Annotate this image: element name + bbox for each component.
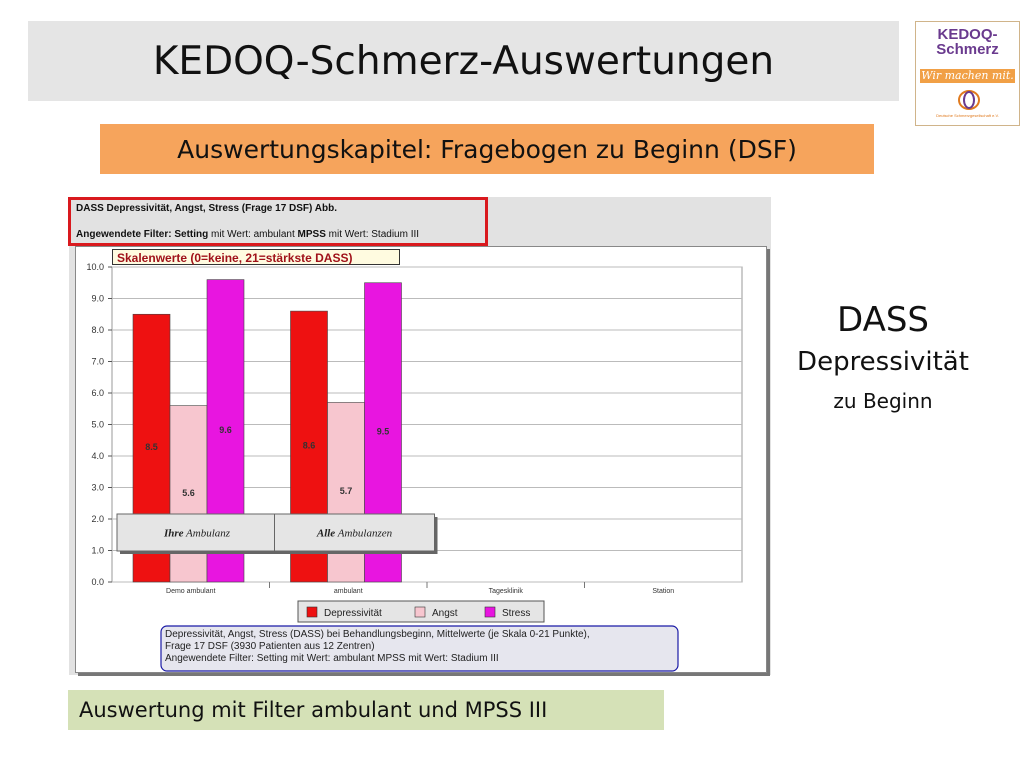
x-tick-label: Tagesklinik (489, 588, 524, 595)
annotation-rest: Ambulanz (184, 528, 231, 540)
chapter-banner: Auswertungskapitel: Fragebogen zu Beginn… (100, 124, 874, 174)
legend-swatch (306, 606, 318, 618)
caption-line: Angewendete Filter: Setting mit Wert: am… (165, 653, 499, 664)
filter-note: Auswertung mit Filter ambulant und MPSS … (68, 690, 664, 730)
kedoq-logo: KEDOQ- Schmerz Wir machen mit. Deutsche … (915, 21, 1020, 126)
side-subtitle: Depressivität (797, 347, 969, 377)
legend-label: Depressivität (324, 608, 382, 619)
legend-label: Angst (432, 608, 458, 619)
data-label: 5.6 (182, 488, 195, 498)
caption-line: Frage 17 DSF (3930 Patienten aus 12 Zent… (165, 641, 375, 652)
slide-title: KEDOQ-Schmerz-Auswertungen (152, 38, 775, 84)
y-tick-label: 1.0 (91, 546, 104, 556)
annotation-box (116, 513, 278, 552)
caption-box (160, 625, 679, 672)
report-header-filter: Angewendete Filter: Setting mit Wert: am… (76, 229, 420, 240)
annotation-rest: Ambulanzen (335, 528, 392, 540)
chart-title: Skalenwerte (0=keine, 21=stärkste DASS) (112, 249, 400, 265)
filter-highlight-box (68, 197, 488, 246)
legend-swatch (414, 606, 426, 618)
data-label: 8.5 (145, 442, 158, 452)
y-tick-label: 3.0 (91, 483, 104, 493)
logo-line-2: Schmerz (936, 41, 999, 58)
legend-swatch (484, 606, 496, 618)
side-title: DASS (836, 300, 929, 340)
legend-label: Stress (502, 608, 530, 619)
x-tick-label: Demo ambulant (166, 588, 215, 595)
annotation-text: Ihre Ambulanz (163, 528, 231, 540)
x-tick-label: ambulant (334, 588, 363, 595)
annotation-bold: Alle (316, 528, 335, 540)
logo-line-1: KEDOQ- (937, 26, 998, 43)
logo-org: Deutsche Schmerzgesellschaft e.V. (936, 113, 999, 118)
y-tick-label: 7.0 (91, 357, 104, 367)
data-label: 5.7 (340, 486, 353, 496)
y-tick-label: 8.0 (91, 325, 104, 335)
society-emblem-icon (958, 90, 980, 110)
data-label: 8.6 (303, 441, 316, 451)
y-tick-label: 5.0 (91, 420, 104, 430)
side-note: zu Beginn (833, 389, 933, 413)
y-tick-label: 2.0 (91, 514, 104, 524)
y-tick-label: 9.0 (91, 294, 104, 304)
y-tick-label: 4.0 (91, 451, 104, 461)
report-header-title: DASS Depressivität, Angst, Stress (Frage… (76, 203, 337, 214)
data-label: 9.5 (377, 426, 390, 436)
filter-note-text: Auswertung mit Filter ambulant und MPSS … (79, 698, 548, 722)
y-tick-label: 6.0 (91, 388, 104, 398)
y-tick-label: 0.0 (91, 577, 104, 587)
slide-title-bar: KEDOQ-Schmerz-Auswertungen (28, 21, 899, 101)
caption-line: Depressivität, Angst, Stress (DASS) bei … (165, 629, 590, 640)
annotation-box (274, 513, 435, 552)
data-label: 9.6 (219, 425, 232, 435)
annotation-text: Alle Ambulanzen (316, 528, 393, 540)
logo-tagline: Wir machen mit. (920, 69, 1015, 83)
x-tick-label: Station (652, 588, 674, 595)
annotation-bold: Ihre (163, 528, 184, 540)
chapter-title: Auswertungskapitel: Fragebogen zu Beginn… (177, 134, 797, 164)
y-tick-label: 10.0 (86, 262, 104, 272)
